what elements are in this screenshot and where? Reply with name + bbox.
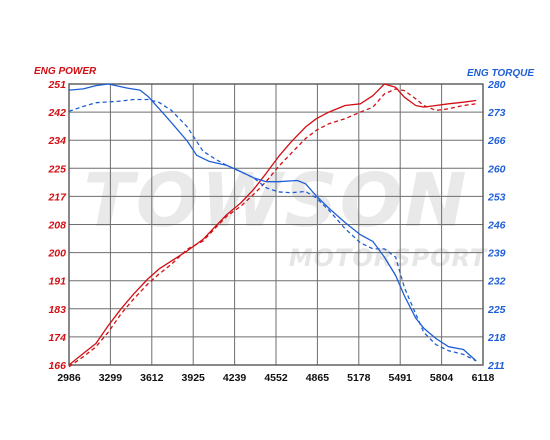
x-tick-label: 5491: [389, 372, 413, 384]
left-tick-label: 242: [47, 107, 66, 119]
torque-series-line-dashed: [68, 98, 477, 362]
right-axis-title: ENG TORQUE: [467, 68, 534, 79]
power-series-line-solid: [68, 83, 477, 366]
right-tick-label: 239: [487, 248, 506, 260]
right-tick-label: 280: [487, 79, 506, 91]
tick-labels: 251 242 234 225 217 208 200 191 183 174 166 280 273 2…: [47, 79, 505, 384]
left-tick-label: 234: [47, 135, 66, 147]
power-series-line-dashed: [68, 88, 477, 368]
right-tick-label: 218: [487, 332, 506, 344]
x-tick-label: 2986: [57, 372, 81, 384]
right-tick-label: 253: [487, 191, 506, 203]
left-tick-label: 166: [48, 360, 66, 372]
right-tick-label: 211: [487, 360, 505, 372]
right-tick-label: 232: [487, 276, 506, 288]
left-axis-title: ENG POWER: [34, 66, 97, 77]
left-tick-label: 191: [48, 276, 66, 288]
right-tick-label: 266: [487, 135, 506, 147]
right-tick-label: 246: [487, 220, 506, 232]
left-tick-label: 208: [47, 220, 66, 232]
left-tick-label: 251: [47, 79, 66, 91]
x-tick-label: 4865: [306, 372, 330, 384]
series-group: [68, 83, 477, 368]
x-tick-label: 3612: [140, 372, 164, 384]
x-tick-label: 4239: [223, 372, 247, 384]
grid: [68, 83, 484, 366]
left-tick-label: 225: [47, 163, 66, 175]
x-tick-label: 4552: [264, 372, 288, 384]
watermark: TOWSON MOTORSPORT: [83, 158, 488, 272]
left-tick-label: 217: [47, 191, 67, 203]
left-tick-label: 183: [48, 304, 66, 316]
x-tick-label: 3925: [182, 372, 206, 384]
left-tick-label: 174: [48, 332, 66, 344]
plot-frame: [68, 83, 484, 366]
torque-series-line-solid: [68, 83, 477, 362]
watermark-sub-text: MOTORSPORT: [289, 244, 488, 272]
x-tick-label: 3299: [99, 372, 123, 384]
x-tick-label: 6118: [472, 372, 495, 384]
left-tick-label: 200: [47, 248, 66, 260]
x-tick-label: 5804: [430, 372, 454, 384]
right-tick-label: 225: [487, 304, 506, 316]
x-tick-label: 5178: [347, 372, 371, 384]
right-tick-label: 273: [487, 107, 506, 119]
watermark-main-text: TOWSON: [83, 158, 468, 244]
right-tick-label: 260: [487, 163, 506, 175]
